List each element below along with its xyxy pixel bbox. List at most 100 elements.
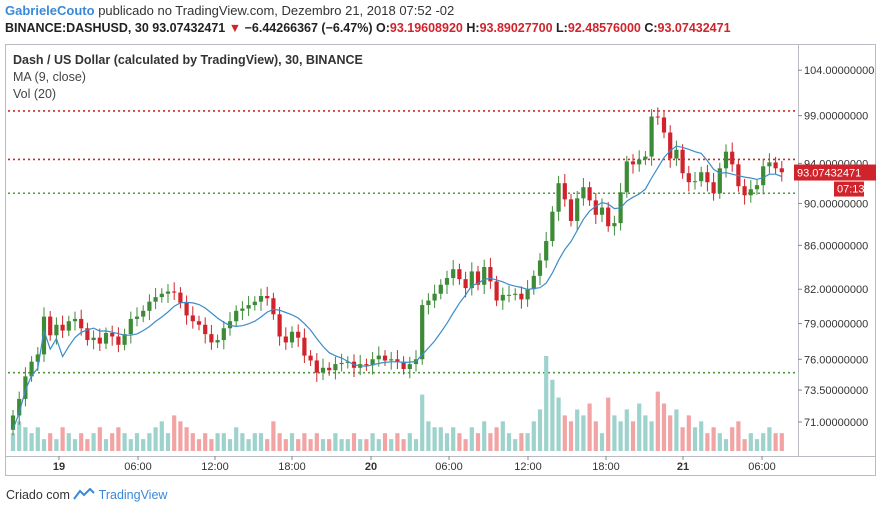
ma-line <box>12 145 783 430</box>
volume-bar <box>767 427 772 451</box>
volume-bar <box>463 439 468 451</box>
x-tick-label: 18:00 <box>592 461 620 473</box>
low-label: L: <box>556 21 568 35</box>
tradingview-link[interactable]: TradingView <box>98 488 168 502</box>
y-tick-label: 73.50000000 <box>804 385 868 397</box>
candle-body <box>637 159 642 165</box>
volume-bar <box>203 433 208 451</box>
x-tick-label: 21 <box>677 461 689 473</box>
volume-bar <box>637 403 642 451</box>
candle-body <box>221 328 226 341</box>
candle-body <box>29 361 34 377</box>
candle-body <box>612 223 617 227</box>
candle-body <box>97 337 102 344</box>
volume-bar <box>500 421 505 451</box>
volume-bar <box>438 427 443 451</box>
volume-bar <box>519 433 524 451</box>
volume-bar <box>72 439 78 451</box>
y-tick-label: 99.00000000 <box>804 111 868 123</box>
candle-body <box>289 331 295 343</box>
publish-text: publicado no TradingView.com, Dezembro 2… <box>98 3 455 18</box>
time-tag: 07:13 <box>837 184 865 196</box>
volume-bar <box>17 421 22 451</box>
candle-body <box>178 292 183 303</box>
volume-bar <box>655 391 660 451</box>
volume-bar <box>630 421 636 451</box>
author-name[interactable]: GabrieleCouto <box>5 3 95 18</box>
volume-bar <box>141 439 146 451</box>
price-tag-bg <box>794 164 876 181</box>
y-tick-label: 104.00000000 <box>804 65 874 77</box>
y-tick-label: 71.00000000 <box>804 417 868 429</box>
candle-body <box>773 162 778 169</box>
candle-body <box>438 284 443 294</box>
volume-bar <box>711 427 716 451</box>
ma-legend[interactable]: MA (9, close) <box>13 70 86 84</box>
volume-bar <box>494 427 499 451</box>
close-value: 93.07432471 <box>657 21 731 35</box>
candle-body <box>165 291 171 294</box>
publish-info: GabrieleCouto publicado no TradingView.c… <box>5 3 454 18</box>
candle-body <box>649 116 654 157</box>
tradingview-logo-icon[interactable] <box>73 487 98 502</box>
volume-bar <box>196 439 202 451</box>
candle-body <box>209 334 214 343</box>
candle-body <box>48 316 53 336</box>
volume-bar <box>333 433 338 451</box>
volume-bar <box>575 409 580 451</box>
ohlc-header: BINANCE:DASHUSD, 30 93.07432471 ▼ −6.442… <box>5 21 731 35</box>
y-tick-label: 79.00000000 <box>804 319 868 331</box>
candle-body <box>562 183 567 200</box>
vol-legend[interactable]: Vol (20) <box>13 87 57 101</box>
volume-bar <box>23 427 28 451</box>
y-tick-label: 90.00000000 <box>804 198 868 210</box>
candle-body <box>134 316 140 319</box>
price-axis[interactable] <box>798 44 876 456</box>
x-tick-label: 19 <box>53 461 65 473</box>
high-value: 93.89027700 <box>479 21 553 35</box>
volume-bar <box>308 439 313 451</box>
volume-bar <box>593 421 598 451</box>
candle-body <box>302 337 307 356</box>
volume-bar <box>227 439 233 451</box>
candle-body <box>699 172 704 182</box>
volume-bar <box>41 439 47 451</box>
candle-body <box>680 149 685 174</box>
volume-bar <box>339 439 344 451</box>
volume-bar <box>184 427 189 451</box>
volume-bar <box>531 421 536 451</box>
candle-body <box>420 305 425 360</box>
footer: Criado com TradingView <box>6 487 168 502</box>
candle-body <box>544 241 549 261</box>
volume-bar <box>209 439 214 451</box>
volume-bar <box>730 427 735 451</box>
volume-bar <box>432 427 437 451</box>
volume-bar <box>327 439 332 451</box>
x-tick-label: 06:00 <box>748 461 776 473</box>
candle-body <box>10 415 16 430</box>
candle-body <box>91 337 96 341</box>
time-axis[interactable] <box>5 456 876 476</box>
volume-bar <box>444 433 450 451</box>
volume-bar <box>587 403 592 451</box>
volume-bar <box>457 433 462 451</box>
volume-bar <box>599 433 605 451</box>
high-label: H: <box>466 21 480 35</box>
volume-bar <box>401 439 406 451</box>
volume-bar <box>568 421 574 451</box>
volume-bar <box>134 433 140 451</box>
candle-body <box>661 117 667 133</box>
volume-bar <box>320 439 326 451</box>
volume-bar <box>10 433 16 451</box>
candle-body <box>110 332 115 337</box>
candle-body <box>519 293 524 300</box>
candle-body <box>451 269 456 279</box>
candle-body <box>463 279 468 289</box>
candle-body <box>761 166 766 186</box>
candle-body <box>240 308 245 311</box>
volume-bar <box>110 433 115 451</box>
candle-body <box>432 293 437 301</box>
candle-body <box>122 334 127 345</box>
volume-bar <box>296 439 301 451</box>
